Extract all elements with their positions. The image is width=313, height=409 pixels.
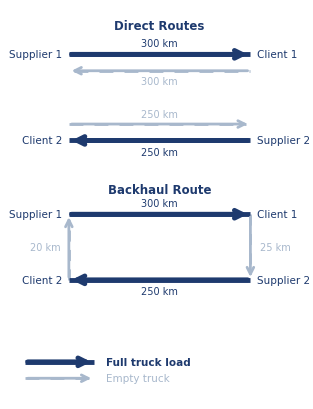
Text: 250 km: 250 km <box>141 110 178 120</box>
Text: 300 km: 300 km <box>141 39 178 49</box>
Text: Direct Routes: Direct Routes <box>115 20 205 33</box>
Text: Empty truck: Empty truck <box>106 373 170 383</box>
Text: Client 1: Client 1 <box>257 210 297 220</box>
Text: Client 2: Client 2 <box>22 275 63 285</box>
Text: Supplier 2: Supplier 2 <box>257 275 310 285</box>
Text: 300 km: 300 km <box>141 198 178 208</box>
Text: 300 km: 300 km <box>141 76 178 86</box>
Text: 250 km: 250 km <box>141 287 178 297</box>
Text: 250 km: 250 km <box>141 148 178 157</box>
Text: 25 km: 25 km <box>260 243 291 252</box>
Text: Supplier 1: Supplier 1 <box>9 50 63 60</box>
Text: Client 2: Client 2 <box>22 136 63 146</box>
Text: Full truck load: Full truck load <box>106 357 191 367</box>
Text: Client 1: Client 1 <box>257 50 297 60</box>
Text: Supplier 2: Supplier 2 <box>257 136 310 146</box>
Text: Supplier 1: Supplier 1 <box>9 210 63 220</box>
Text: 20 km: 20 km <box>30 243 61 252</box>
Text: Backhaul Route: Backhaul Route <box>108 184 211 197</box>
